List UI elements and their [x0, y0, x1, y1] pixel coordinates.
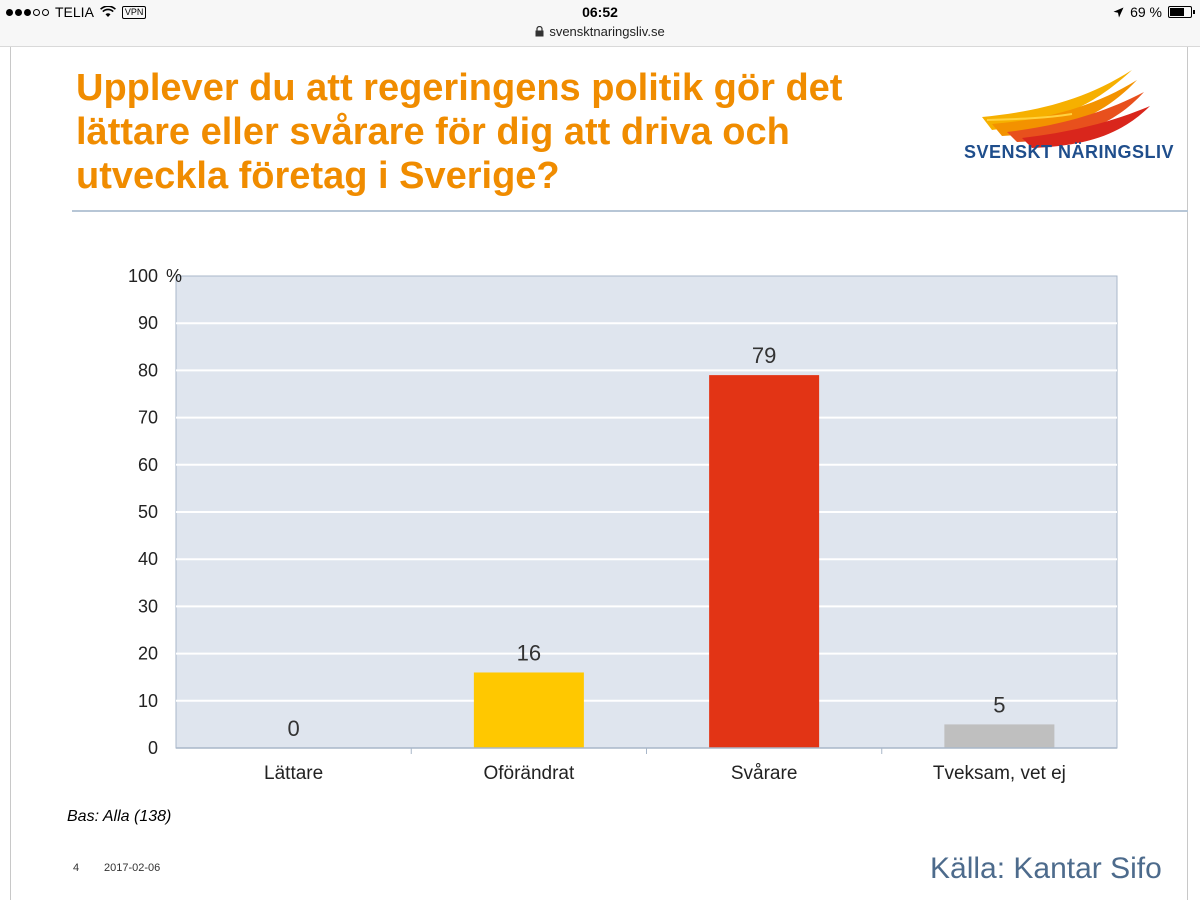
y-tick-label-0: 0	[148, 738, 158, 758]
status-time: 06:52	[582, 4, 618, 20]
y-tick-label-80: 80	[138, 360, 158, 380]
x-category-label-1: Oförändrat	[483, 763, 575, 784]
carrier-name: TELIA	[55, 4, 94, 20]
data-label-2: 79	[752, 343, 776, 368]
x-category-label-0: Lättare	[264, 763, 323, 784]
slide-edge-right	[1187, 47, 1188, 900]
y-tick-label-20: 20	[138, 644, 158, 664]
url-text: svensktnaringsliv.se	[549, 24, 665, 39]
slide-title: Upplever du att regeringens politik gör …	[76, 67, 843, 197]
y-tick-label-40: 40	[138, 549, 158, 569]
x-axis-categories: Lättare Oförändrat Svårare Tveksam, vet ej	[264, 763, 1066, 784]
y-tick-label-30: 30	[138, 596, 158, 616]
data-label-3: 5	[993, 692, 1005, 717]
svenskt-naringsliv-logo-icon	[982, 70, 1150, 148]
url-bar[interactable]: svensktnaringsliv.se	[0, 24, 1200, 39]
bars	[473, 375, 1055, 748]
slide-date: 2017-02-06	[104, 862, 161, 874]
bar-1	[473, 672, 584, 748]
y-tick-label-50: 50	[138, 502, 158, 522]
data-label-1: 16	[517, 640, 541, 665]
data-labels: 0 16 79 5	[288, 343, 1006, 741]
status-right: 69 %	[1113, 4, 1195, 20]
y-axis-unit-label: %	[166, 266, 182, 286]
location-arrow-icon	[1113, 7, 1124, 17]
battery-percentage: 69 %	[1130, 4, 1162, 20]
vpn-badge: VPN	[121, 5, 147, 19]
slide-edge-left	[10, 47, 11, 900]
bar-2	[709, 375, 820, 748]
y-tick-label-60: 60	[138, 455, 158, 475]
status-left: TELIA VPN	[6, 4, 147, 20]
gridlines	[176, 322, 1117, 702]
status-bar: TELIA VPN 06:52 69 % svensktnaringsliv.s…	[0, 0, 1200, 47]
y-tick-label-100: 100	[128, 266, 158, 286]
source-credit: Källa: Kantar Sifo	[930, 852, 1162, 885]
signal-strength-icon	[6, 8, 49, 16]
title-divider	[72, 210, 1188, 212]
base-note: Bas: Alla (138)	[67, 808, 172, 825]
logo-text: SVENSKT NÄRINGSLIV	[964, 142, 1175, 162]
y-tick-label-70: 70	[138, 408, 158, 428]
battery-icon	[1168, 6, 1195, 18]
battery-fill	[1170, 8, 1184, 16]
data-label-0: 0	[288, 716, 300, 741]
x-category-label-3: Tveksam, vet ej	[933, 763, 1066, 784]
y-axis-ticks: 0 10 20 30 40 50 60 70 80 90 100	[128, 266, 158, 758]
bar-3	[944, 724, 1055, 748]
y-tick-label-10: 10	[138, 691, 158, 711]
wifi-icon	[99, 6, 116, 17]
page-number: 4	[73, 862, 80, 874]
y-tick-label-90: 90	[138, 313, 158, 333]
x-axis-tickmarks	[410, 748, 883, 754]
lock-icon	[535, 26, 544, 37]
x-category-label-2: Svårare	[731, 763, 798, 784]
